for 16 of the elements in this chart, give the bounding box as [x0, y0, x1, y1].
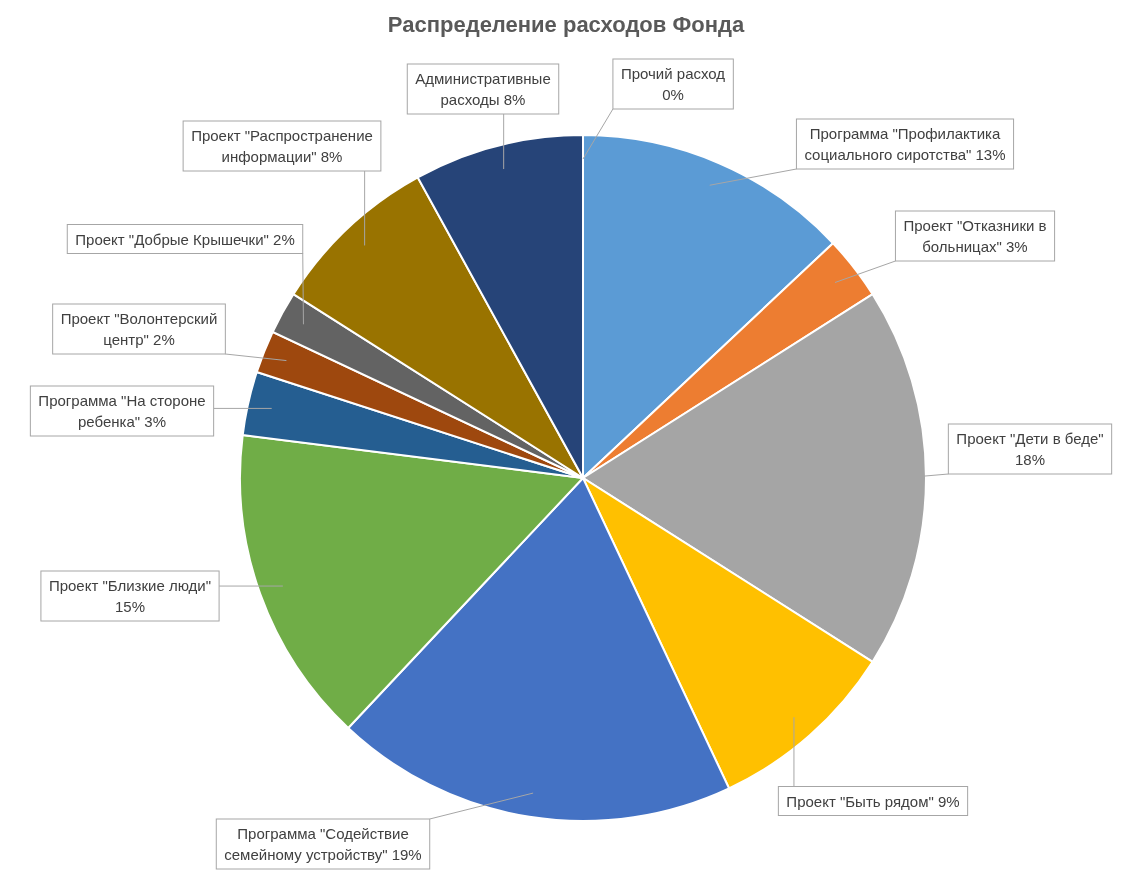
slice-label: Программа "Профилактика социального сиротства" 13% — [804, 125, 1006, 163]
data-label: 18% — [1014, 451, 1046, 468]
slice-label: Проект "Отказники в больницах" 3% — [903, 217, 1047, 255]
slice-label: Проект "Волонтерский центр" 2% — [60, 310, 218, 348]
slice-label: Проект "Добрые Крышечки" 2% — [75, 230, 295, 248]
chart-title: Распределение расходов Фонда — [387, 12, 745, 37]
slice-label: Проект "Дети в беде" — [956, 430, 1104, 447]
category-label: Прочий расход — [620, 65, 726, 82]
slice-label: Административные расходы 8% — [415, 70, 551, 108]
slice-label: Проект "Близкие люди" — [48, 577, 212, 594]
text: 0% — [662, 86, 684, 103]
slice-label: Проект "Быть рядом" 9% — [786, 792, 960, 810]
data-label: 15% — [114, 598, 146, 615]
slice-label: Программа "Содействие семейному устройству" 19% — [224, 825, 422, 863]
slice-label: Проект "Распространение информации" 8% — [191, 127, 373, 165]
slice-label: Программа "На стороне ребенка" 3% — [38, 392, 206, 430]
